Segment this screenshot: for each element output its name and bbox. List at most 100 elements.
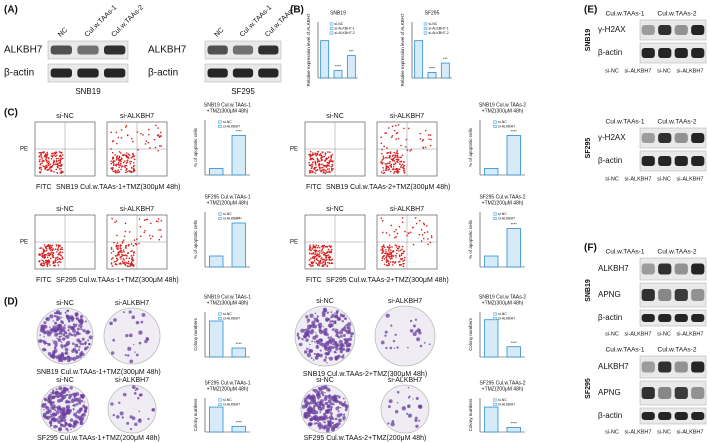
colony — [73, 333, 77, 337]
colony — [53, 396, 56, 398]
colony — [144, 339, 148, 344]
colony — [416, 337, 421, 342]
cell-dot — [389, 258, 392, 260]
cell-dot — [387, 260, 390, 263]
cell-dot — [50, 169, 52, 171]
cell-dot — [398, 254, 401, 257]
cell-dot — [329, 246, 332, 249]
cell-dot — [46, 265, 49, 267]
cell-dot — [50, 155, 53, 157]
caption: SF295 Cul.w.TAAs-1+TMZ(200μM 48h) — [37, 435, 160, 442]
cell-dot — [394, 261, 397, 263]
cell-dot — [118, 151, 121, 153]
y-axis-label: Colony numbers — [468, 317, 473, 351]
cell-dot — [157, 220, 159, 223]
cell-dot — [314, 153, 317, 156]
colony — [62, 424, 67, 428]
cell-dot — [124, 171, 127, 174]
cell-dot — [110, 162, 113, 165]
band — [258, 68, 279, 78]
y-axis-label: Relative expression level of ALKBH7 — [306, 13, 311, 87]
cell-dot — [48, 168, 50, 171]
cell-dot — [429, 241, 432, 244]
colony — [57, 419, 62, 425]
cell-dot — [392, 254, 395, 257]
colony — [49, 328, 52, 331]
colony — [134, 351, 136, 353]
colony — [315, 422, 318, 425]
colony — [48, 400, 53, 405]
cell-dot — [403, 168, 406, 170]
cell-dot — [316, 152, 319, 155]
legend-swatch — [218, 317, 222, 320]
lane-label: si-NC — [605, 68, 619, 74]
cell-dot — [396, 151, 398, 153]
header: Cul.w.TAAs-2 — [658, 11, 697, 18]
cell-dot — [59, 261, 62, 264]
colony — [83, 404, 85, 406]
panel-label: (A) — [4, 5, 18, 16]
colony — [319, 349, 322, 352]
chart-title: +TMZ(300μM 48h) — [207, 300, 249, 306]
cell-dot — [380, 136, 382, 139]
band — [674, 156, 688, 166]
group-label: si-NC — [316, 298, 334, 305]
blot — [639, 42, 707, 64]
cell-dot — [398, 168, 401, 170]
caption: SF295 Cul.w.TAAs-1+TMZ(300μM 48h) — [56, 277, 179, 284]
legend-label: si-ALKBH7 — [498, 124, 515, 128]
cell-dot — [326, 168, 329, 170]
colony — [151, 408, 155, 412]
cell-dot — [45, 164, 47, 167]
colony — [72, 317, 75, 320]
cell-dot — [323, 258, 325, 261]
colony — [76, 411, 78, 413]
cell-dot — [125, 154, 128, 157]
cell-dot — [382, 172, 384, 175]
colony — [331, 421, 335, 425]
group-label: si-NC — [326, 206, 344, 213]
cell-dot — [112, 257, 114, 259]
band — [207, 45, 228, 55]
colony — [329, 336, 333, 339]
band — [674, 25, 688, 35]
cell-dot — [312, 247, 314, 249]
colony — [324, 401, 328, 406]
cell-dot — [424, 129, 427, 132]
bar — [231, 134, 246, 176]
cell-dot — [314, 252, 317, 254]
cell-dot — [380, 152, 383, 155]
cell-dot — [124, 254, 126, 256]
cell-dot — [130, 254, 133, 257]
band — [691, 156, 705, 166]
band — [641, 314, 655, 322]
band — [691, 133, 705, 143]
cell-label: SF295 — [231, 87, 255, 96]
cell-dot — [384, 163, 386, 165]
cell-dot — [55, 157, 58, 160]
cell-dot — [128, 169, 131, 172]
cell-dot — [390, 158, 393, 160]
cell-dot — [116, 242, 119, 244]
lane-label: si-NC — [657, 176, 671, 182]
cell-dot — [319, 154, 321, 156]
cell-dot — [114, 263, 117, 265]
cell-dot — [126, 170, 129, 173]
cell-dot — [390, 170, 392, 173]
colony — [45, 317, 49, 321]
cell-dot — [401, 166, 404, 169]
cell-dot — [157, 149, 159, 152]
colony — [345, 348, 350, 353]
colony — [322, 307, 327, 312]
colony — [66, 355, 71, 360]
colony — [414, 416, 418, 420]
colony — [406, 412, 409, 415]
group-label: si-ALKBH7 — [388, 298, 422, 305]
cell-dot — [381, 251, 384, 254]
colony — [110, 351, 115, 355]
cell-dot — [54, 151, 57, 153]
cell-dot — [55, 257, 57, 260]
cell-dot — [157, 134, 160, 136]
colony — [61, 409, 65, 413]
